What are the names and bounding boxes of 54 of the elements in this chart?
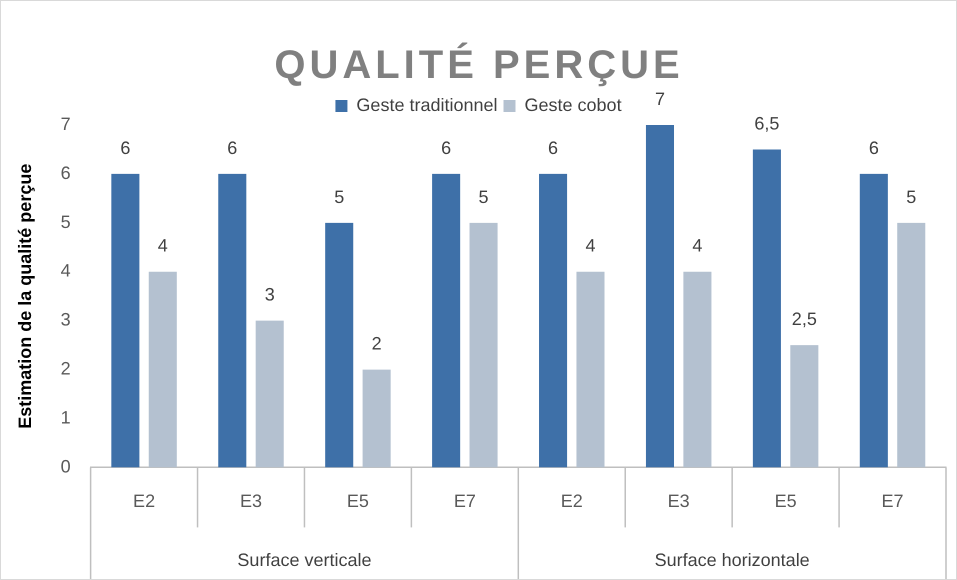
bar [683, 272, 712, 468]
bar [752, 149, 781, 468]
data-label: 5 [478, 186, 489, 207]
x-tick-label: E2 [560, 491, 583, 512]
chart-title: QUALITÉ PERÇUE [274, 42, 684, 88]
x-tick-label: E5 [346, 491, 369, 512]
data-label: 6 [227, 138, 238, 158]
bar [432, 174, 460, 468]
data-label: 4 [585, 236, 596, 256]
x-tick-label: E3 [668, 491, 690, 512]
legend-label: Geste cobot [524, 94, 622, 115]
x-tick-label: E5 [774, 491, 797, 512]
data-label: 6 [548, 138, 558, 158]
bar [148, 272, 177, 468]
bar [218, 174, 246, 468]
x-tick-label: E7 [454, 491, 476, 512]
bar [325, 222, 354, 468]
text: Surface horizontale [654, 550, 810, 570]
data-label: 2,5 [792, 309, 817, 330]
bar [362, 370, 391, 468]
data-label: 4 [692, 236, 702, 256]
y-tick-label: 0 [60, 456, 71, 476]
bar [646, 125, 674, 468]
text: Surface verticale [237, 550, 372, 570]
y-tick-label: 1 [60, 407, 71, 428]
y-tick-label: 6 [60, 162, 71, 183]
data-label: 7 [654, 88, 665, 109]
data-label: 3 [264, 284, 275, 305]
data-label: 6 [120, 138, 130, 158]
y-tick-label: 5 [60, 212, 71, 232]
data-label: 6 [868, 138, 879, 158]
bar [470, 222, 498, 468]
data-label: 2 [372, 334, 382, 354]
bar [897, 222, 926, 468]
y-tick-label: 7 [60, 114, 71, 134]
x-tick-label: E7 [882, 491, 904, 512]
data-label: 6,5 [754, 113, 780, 134]
y-axis-title: Estimation de la qualité perçue [14, 164, 35, 429]
bar [539, 174, 568, 468]
x-tick-label: E2 [133, 491, 156, 512]
bar [790, 345, 818, 468]
y-tick-label: 2 [60, 358, 71, 379]
x-tick-label: E3 [240, 491, 262, 512]
bar [576, 272, 605, 468]
data-label: 6 [441, 138, 452, 158]
y-tick-label: 3 [60, 310, 71, 330]
y-tick-label: 4 [60, 260, 71, 281]
data-label: 5 [906, 186, 916, 207]
bar [111, 174, 140, 468]
legend-label: Geste traditionnel [356, 94, 498, 115]
data-label: 4 [158, 236, 168, 256]
bar [860, 174, 888, 468]
data-label: 5 [334, 186, 344, 207]
bar [256, 320, 284, 468]
